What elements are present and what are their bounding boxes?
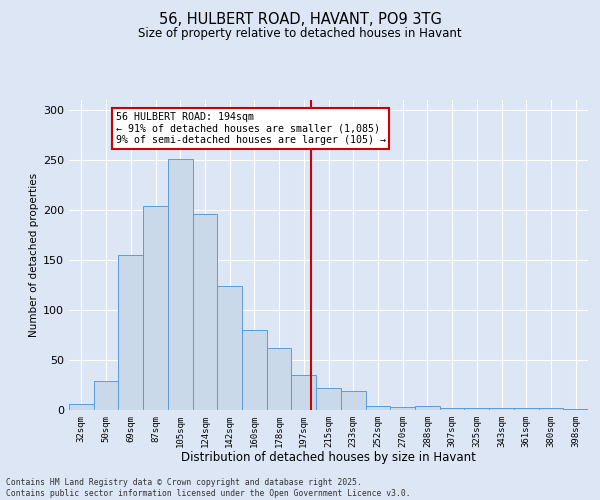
Text: 56, HULBERT ROAD, HAVANT, PO9 3TG: 56, HULBERT ROAD, HAVANT, PO9 3TG: [158, 12, 442, 28]
Text: Size of property relative to detached houses in Havant: Size of property relative to detached ho…: [138, 28, 462, 40]
Bar: [168, 159, 193, 410]
Bar: [242, 330, 267, 410]
Text: 56 HULBERT ROAD: 194sqm
← 91% of detached houses are smaller (1,085)
9% of semi-: 56 HULBERT ROAD: 194sqm ← 91% of detache…: [116, 112, 386, 145]
Bar: [69, 404, 94, 410]
Bar: [118, 255, 143, 410]
Bar: [193, 214, 217, 410]
X-axis label: Distribution of detached houses by size in Havant: Distribution of detached houses by size …: [181, 452, 476, 464]
Text: Contains HM Land Registry data © Crown copyright and database right 2025.
Contai: Contains HM Land Registry data © Crown c…: [6, 478, 410, 498]
Bar: [514, 408, 539, 410]
Bar: [464, 408, 489, 410]
Bar: [217, 286, 242, 410]
Bar: [539, 408, 563, 410]
Bar: [267, 348, 292, 410]
Bar: [365, 406, 390, 410]
Bar: [390, 407, 415, 410]
Bar: [292, 375, 316, 410]
Bar: [489, 408, 514, 410]
Bar: [316, 388, 341, 410]
Bar: [440, 408, 464, 410]
Y-axis label: Number of detached properties: Number of detached properties: [29, 173, 39, 337]
Bar: [143, 206, 168, 410]
Bar: [341, 391, 365, 410]
Bar: [563, 409, 588, 410]
Bar: [94, 381, 118, 410]
Bar: [415, 406, 440, 410]
